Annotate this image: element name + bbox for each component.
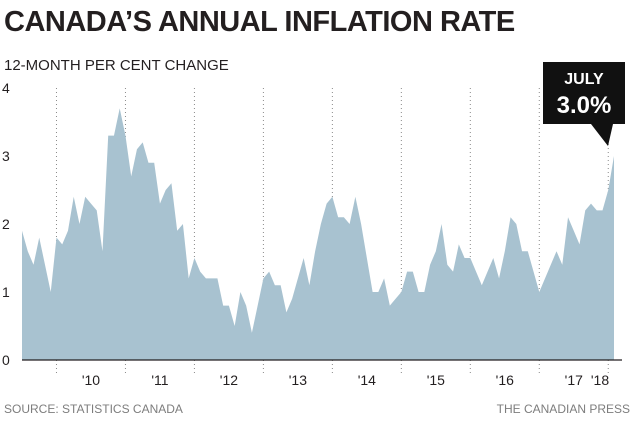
x-tick-label: '14 xyxy=(358,372,376,388)
x-tick-label: '12 xyxy=(220,372,238,388)
y-tick-label: 0 xyxy=(2,352,10,368)
x-tick-label: '17 xyxy=(565,372,583,388)
credit-note: THE CANADIAN PRESS xyxy=(496,402,630,416)
inflation-area xyxy=(22,108,614,361)
x-tick-label: '16 xyxy=(496,372,514,388)
y-tick-label: 1 xyxy=(2,284,10,300)
y-tick-label: 3 xyxy=(2,148,10,164)
y-tick-label: 4 xyxy=(2,80,10,96)
x-tick-label: '13 xyxy=(289,372,307,388)
x-tick-label: '18 xyxy=(591,372,609,388)
callout-box: JULY 3.0% xyxy=(543,62,625,146)
y-tick-label: 2 xyxy=(2,216,10,232)
callout-month: JULY xyxy=(564,71,604,88)
area-series xyxy=(22,108,614,361)
y-tick-labels: 0 1 2 3 4 xyxy=(2,80,10,368)
x-tick-label: '15 xyxy=(427,372,445,388)
x-tick-label: '11 xyxy=(151,372,168,388)
x-tick-labels: '10 '11 '12 '13 '14 '15 '16 '17 '18 xyxy=(82,372,609,388)
chart-subtitle: 12-MONTH PER CENT CHANGE xyxy=(4,57,229,74)
callout-value: 3.0% xyxy=(557,92,612,119)
source-note: SOURCE: STATISTICS CANADA xyxy=(4,402,183,416)
chart-title: CANADA’S ANNUAL INFLATION RATE xyxy=(4,6,515,38)
callout-background xyxy=(543,62,625,146)
x-tick-label: '10 xyxy=(82,372,100,388)
